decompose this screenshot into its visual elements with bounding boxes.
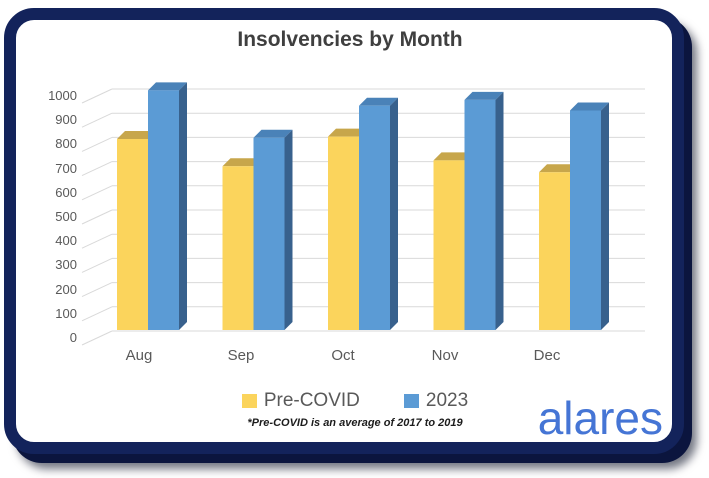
y-axis-tick-line <box>81 306 113 322</box>
bar-Pre-COVID-Oct <box>328 136 359 330</box>
bar-top-Pre-COVID-Aug <box>117 130 156 139</box>
bar-side-2023-Oct <box>390 97 398 331</box>
bar-Pre-COVID-Nov <box>433 160 465 330</box>
y-axis-tick-line <box>81 330 113 346</box>
chart-footnote: *Pre-COVID is an average of 2017 to 2019 <box>247 417 463 429</box>
y-axis-tick-label: 700 <box>55 160 77 176</box>
bar-side-2023-Dec <box>601 102 609 330</box>
y-axis-tick-label: 900 <box>55 112 77 128</box>
bar-2023-Nov <box>464 99 496 330</box>
legend-item-pre-covid: Pre-COVID <box>241 390 360 412</box>
x-axis-category-label: Sep <box>227 347 255 364</box>
bar-top-2023-Sep <box>253 129 293 138</box>
bar-2023-Sep <box>253 137 285 330</box>
y-axis-tick-label: 800 <box>55 136 77 152</box>
bar-top-Pre-COVID-Oct <box>328 128 367 137</box>
chart-title: Insolvencies by Month <box>237 28 463 51</box>
y-axis-tick-line <box>81 88 113 104</box>
y-axis-tick-label: 200 <box>55 281 77 297</box>
bar-top-Pre-COVID-Sep <box>222 158 262 167</box>
pre-covid-swatch-icon <box>241 394 257 408</box>
bar-2023-Dec <box>570 110 601 330</box>
x-axis-category-label: Oct <box>331 347 355 364</box>
bar-top-Pre-COVID-Nov <box>433 152 473 161</box>
y-axis-tick-line <box>81 233 113 249</box>
2023-swatch-icon <box>403 394 419 408</box>
y-axis-tick-label: 1000 <box>48 88 77 103</box>
y-axis-tick-label: 600 <box>55 184 77 200</box>
bar-side-2023-Aug <box>179 82 187 331</box>
bar-top-2023-Aug <box>148 82 187 91</box>
legend-item-2023: 2023 <box>403 390 469 412</box>
bar-Pre-COVID-Sep <box>222 166 254 330</box>
bar-side-2023-Nov <box>495 91 504 330</box>
bar-2023-Aug <box>148 90 179 331</box>
bar-top-2023-Oct <box>359 97 398 106</box>
x-axis-category-label: Dec <box>533 347 561 364</box>
y-axis-tick-label: 0 <box>69 330 77 345</box>
y-axis-tick-line <box>81 282 113 298</box>
bar-2023-Oct <box>359 105 390 331</box>
bar-side-2023-Sep <box>284 129 293 330</box>
legend-label-pre-covid: Pre-COVID <box>263 390 360 411</box>
y-axis-tick-label: 500 <box>55 209 77 224</box>
y-axis-tick-label: 400 <box>55 233 77 249</box>
x-axis-category-label: Aug <box>125 347 153 364</box>
y-axis-tick-line <box>81 185 113 201</box>
bar-Pre-COVID-Aug <box>117 138 148 330</box>
bar-top-2023-Nov <box>464 91 504 100</box>
y-axis-tick-line <box>81 112 113 128</box>
legend-label-2023: 2023 <box>425 390 469 411</box>
alares-logo: alares <box>537 392 663 444</box>
bar-top-Pre-COVID-Dec <box>539 164 578 173</box>
chart-legend: Pre-COVID 2023 <box>160 390 550 412</box>
y-axis-tick-label: 100 <box>55 305 77 321</box>
y-axis-tick-line <box>81 209 113 225</box>
bar-Pre-COVID-Dec <box>539 172 570 330</box>
y-axis-tick-label: 300 <box>55 257 77 273</box>
y-axis-tick-line <box>81 136 113 152</box>
y-axis-tick-line <box>81 257 113 273</box>
bar-top-2023-Dec <box>570 102 609 111</box>
x-axis-category-label: Nov <box>431 347 459 364</box>
y-axis-tick-line <box>81 161 113 177</box>
